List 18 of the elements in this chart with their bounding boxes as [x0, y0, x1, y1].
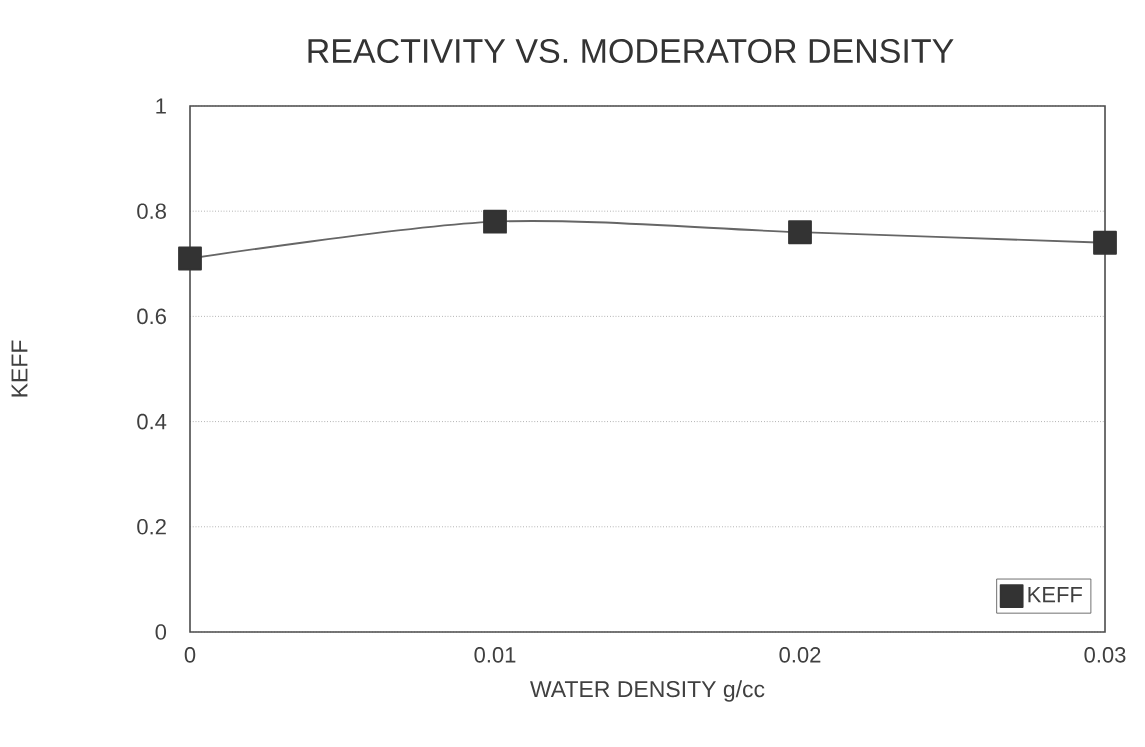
legend-label: KEFF: [1028, 587, 1082, 603]
y-tick-label: 0.4: [137, 413, 167, 430]
y-tick-label: 0.2: [137, 519, 166, 535]
point: [483, 209, 507, 234]
x-tick-label: 0: [184, 647, 196, 663]
point: [1093, 230, 1117, 255]
y-tick-label: 0: [155, 624, 167, 640]
x-axis-title: WATER DENSITY g/cc: [530, 680, 765, 702]
point: [178, 246, 202, 271]
x-tick-label: 0.02: [779, 647, 821, 663]
x-tick-label: 0.01: [474, 647, 516, 663]
y-tick-label: 1: [156, 98, 166, 114]
y-axis-title: KEFF: [11, 340, 28, 397]
x-tick-label: 0.03: [1084, 647, 1126, 663]
y-tick-label: 0.6: [137, 308, 166, 325]
chart-title: REACTIVITY VS. MODERATOR DENSITY: [308, 38, 954, 64]
y-tick-label: 0.8: [137, 203, 166, 219]
point: [788, 220, 812, 245]
